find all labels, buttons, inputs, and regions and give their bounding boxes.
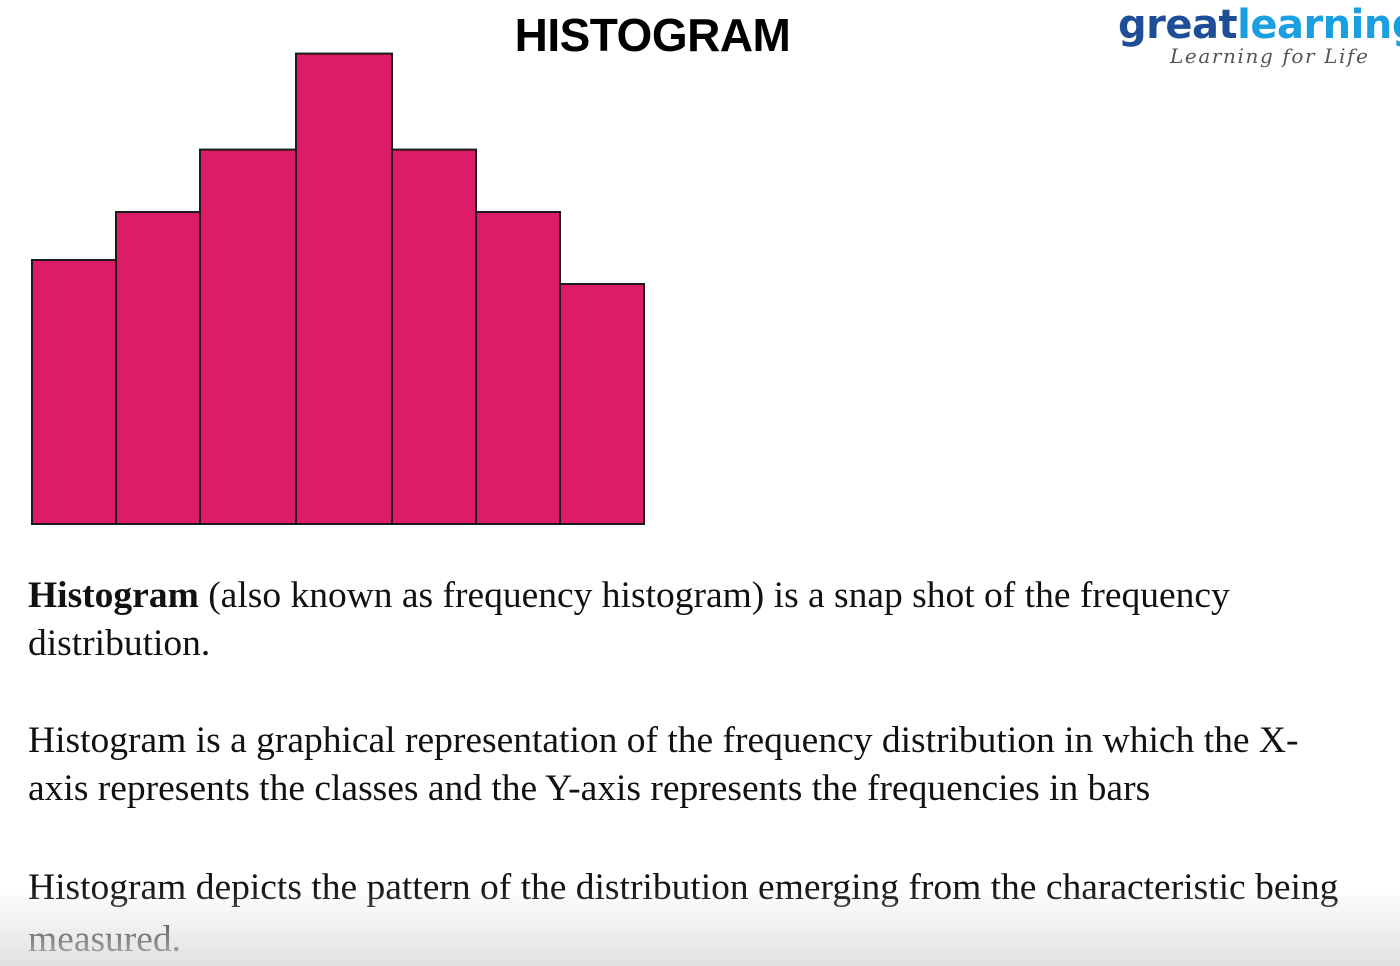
logo-word-great: great	[1118, 2, 1238, 48]
logo-word-learning: learning	[1237, 2, 1400, 48]
histogram-bar	[559, 283, 645, 525]
histogram-bar	[115, 211, 201, 525]
histogram-bar	[475, 211, 561, 525]
histogram-bar	[199, 148, 297, 525]
definition-text: (also known as frequency histogram) is a…	[28, 575, 1230, 664]
slide-title: HISTOGRAM	[514, 9, 791, 61]
histogram-chart	[31, 52, 645, 525]
brand-logo: greatlearning Learning for Life	[1118, 2, 1400, 72]
histogram-bar	[295, 52, 393, 525]
paragraph-definition: Histogram (also known as frequency histo…	[28, 572, 1348, 668]
histogram-bar	[391, 148, 477, 525]
histogram-bars	[31, 52, 645, 525]
histogram-term: Histogram	[28, 575, 199, 616]
logo-wordmark: greatlearning	[1118, 2, 1400, 48]
logo-tagline: Learning for Life	[1170, 44, 1370, 68]
histogram-bar	[31, 259, 117, 525]
paragraph-representation: Histogram is a graphical representation …	[28, 720, 1299, 809]
paragraph-pattern: Histogram depicts the pattern of the dis…	[28, 867, 1339, 960]
